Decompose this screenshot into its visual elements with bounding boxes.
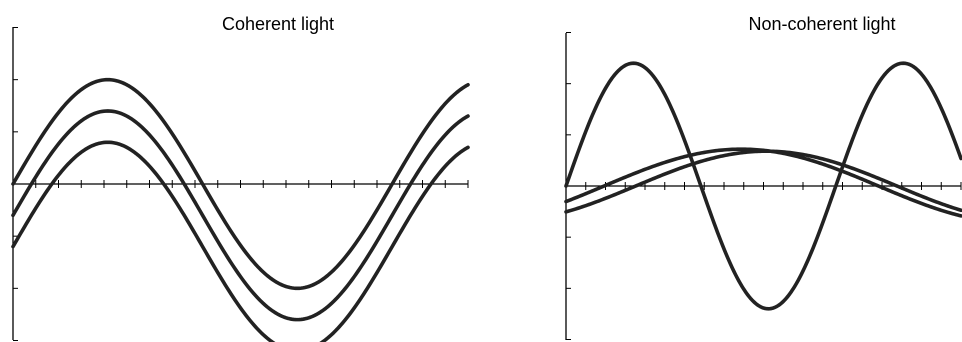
non-coherent-series (564, 61, 962, 311)
coherent-light-chart: Coherent light (11, 14, 470, 342)
coherent-wave-3 (11, 140, 470, 342)
coherent-wave-2 (11, 109, 470, 322)
coherent-axes (12, 27, 469, 341)
coherent-wave-1 (11, 77, 470, 291)
non-coherent-light-chart: Non-coherent light (564, 14, 962, 340)
chart-title-non-coherent: Non-coherent light (748, 14, 895, 34)
non-coherent-wave-3 (564, 149, 962, 214)
chart-title-coherent: Coherent light (222, 14, 334, 34)
coherent-series (11, 77, 470, 342)
non-coherent-wave-1 (564, 61, 962, 311)
